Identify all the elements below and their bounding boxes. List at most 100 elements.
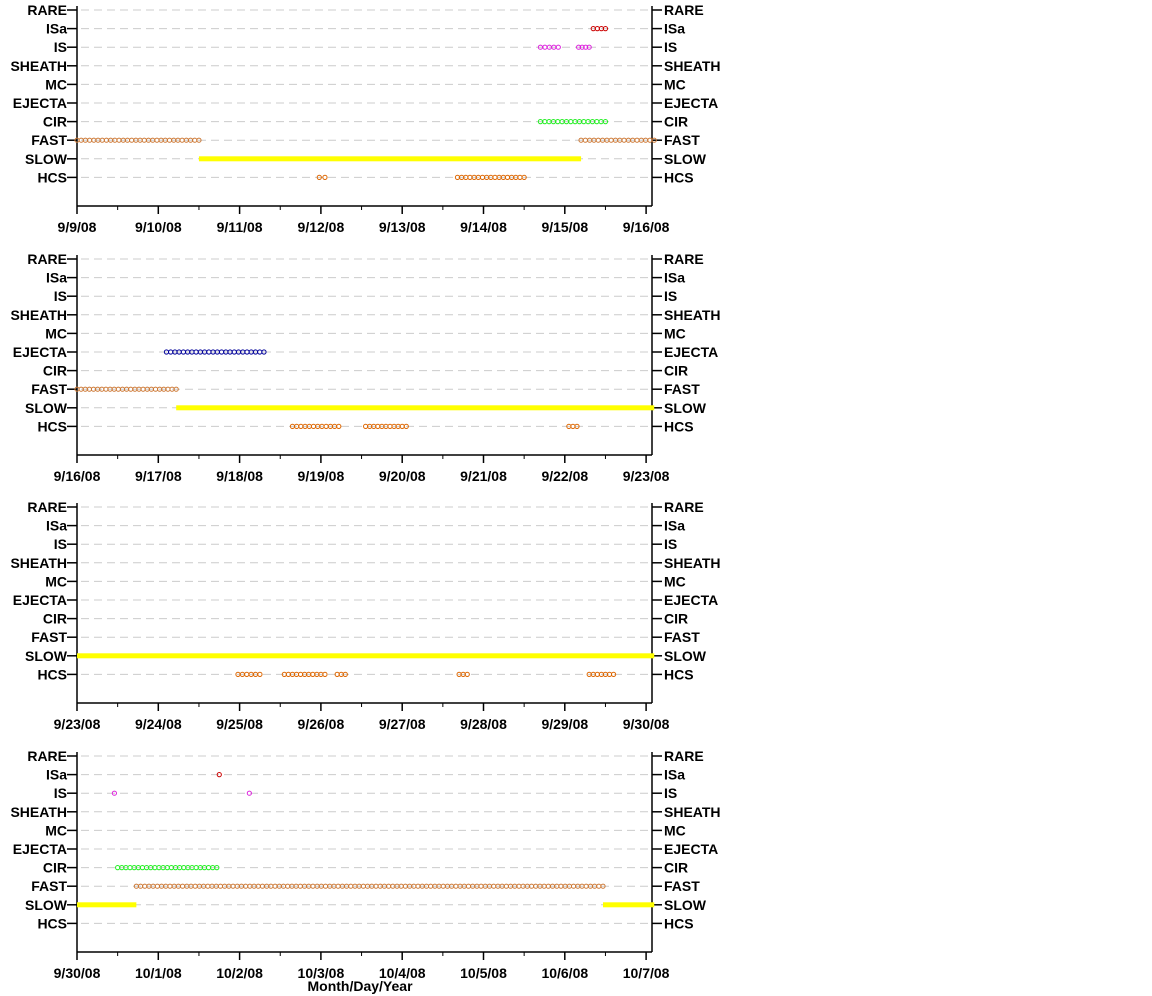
x-tick-label: 9/13/08 [379, 219, 426, 235]
marker-point [440, 883, 446, 889]
y-label-right-hcs: HCS [664, 169, 694, 185]
y-label-right-rare: RARE [664, 499, 704, 515]
y-label-right-hcs: HCS [664, 418, 694, 434]
y-label-left-cir: CIR [43, 860, 67, 876]
marker-point [115, 865, 121, 871]
chart-panel-2: RARE RARE ISa ISa IS IS SHEATH SHEATH MC MC EJECTA… [10, 251, 720, 484]
x-tick-label: 9/10/08 [135, 219, 182, 235]
y-label-left-fast: FAST [31, 878, 67, 894]
y-label-right-cir: CIR [664, 860, 688, 876]
y-label-right-is: IS [664, 536, 677, 552]
marker-point [193, 865, 199, 871]
marker-point [166, 137, 173, 143]
y-label-left-cir: CIR [43, 114, 67, 130]
marker-point [111, 790, 117, 796]
y-label-left-hcs: HCS [37, 418, 67, 434]
y-label-left-sheath: SHEATH [10, 555, 67, 571]
x-tick-label: 10/6/08 [541, 965, 588, 981]
marker-point [479, 174, 486, 180]
interval-is [576, 44, 592, 50]
interval-isa [590, 26, 609, 32]
x-tick-label: 9/12/08 [298, 219, 345, 235]
y-label-right-ejecta: EJECTA [664, 95, 718, 111]
marker-point [196, 137, 202, 143]
y-label-left-isa: ISa [46, 518, 67, 534]
marker-point [257, 349, 263, 355]
x-tick-label: 10/2/08 [216, 965, 263, 981]
marker-point [173, 386, 179, 392]
marker-point [244, 349, 250, 355]
y-label-left-ejecta: EJECTA [13, 592, 67, 608]
y-label-left-sheath: SHEATH [10, 307, 67, 323]
y-label-right-sheath: SHEATH [664, 555, 721, 571]
y-label-left-mc: MC [45, 822, 67, 838]
x-tick-label: 9/22/08 [541, 468, 588, 484]
marker-point [140, 386, 146, 392]
y-label-right-ejecta: EJECTA [664, 344, 718, 360]
marker-point [634, 137, 640, 143]
y-label-left-isa: ISa [46, 270, 67, 286]
y-label-right-fast: FAST [664, 629, 700, 645]
y-label-left-fast: FAST [31, 381, 67, 397]
y-label-left-is: IS [54, 39, 67, 55]
y-label-left-mc: MC [45, 76, 67, 92]
y-label-right-isa: ISa [664, 767, 685, 783]
marker-point [167, 883, 173, 889]
x-tick-label: 9/30/08 [54, 965, 101, 981]
x-tick-label: 9/24/08 [135, 716, 182, 732]
y-label-right-cir: CIR [664, 363, 688, 379]
y-label-right-is: IS [664, 39, 677, 55]
marker-point [244, 671, 250, 678]
x-tick-label: 9/23/08 [623, 468, 670, 484]
chart-panel-4: RARE RARE ISa ISa IS IS SHEATH SHEATH MC MC EJECTA… [10, 748, 720, 981]
marker-point [348, 883, 354, 889]
y-label-right-ejecta: EJECTA [664, 592, 718, 608]
y-label-right-slow: SLOW [664, 151, 707, 167]
marker-point [154, 137, 160, 143]
y-label-right-sheath: SHEATH [664, 307, 721, 323]
y-label-left-hcs: HCS [37, 169, 67, 185]
y-label-left-sheath: SHEATH [10, 58, 67, 74]
interval-hcs [586, 671, 617, 678]
x-tick-label: 9/11/08 [217, 219, 263, 235]
x-tick-label: 10/1/08 [135, 965, 182, 981]
marker-point [586, 44, 592, 50]
interval-hcs [566, 423, 580, 429]
marker-point [335, 883, 341, 889]
marker-point [193, 349, 199, 355]
y-label-left-fast: FAST [31, 132, 67, 148]
interval-is [246, 790, 252, 796]
y-label-right-hcs: HCS [664, 915, 694, 931]
marker-point [582, 137, 588, 143]
y-label-left-rare: RARE [27, 2, 67, 18]
marker-point [492, 174, 498, 180]
y-label-right-slow: SLOW [664, 897, 707, 913]
y-label-right-ejecta: EJECTA [664, 841, 718, 857]
y-label-left-hcs: HCS [37, 915, 67, 931]
x-tick-label: 9/21/08 [460, 468, 507, 484]
x-tick-label: 9/26/08 [298, 716, 345, 732]
interval-isa [216, 772, 222, 778]
y-label-left-rare: RARE [27, 251, 67, 267]
marker-point [576, 44, 582, 50]
y-label-right-is: IS [664, 785, 677, 801]
y-label-right-fast: FAST [664, 878, 700, 894]
x-tick-label: 9/27/08 [379, 716, 426, 732]
x-tick-label: 9/30/08 [623, 716, 670, 732]
marker-point [154, 883, 160, 889]
marker-point [316, 174, 322, 180]
y-label-left-slow: SLOW [25, 897, 68, 913]
y-label-right-mc: MC [664, 573, 686, 589]
interval-hcs [281, 671, 328, 678]
y-label-left-fast: FAST [31, 629, 67, 645]
y-label-right-rare: RARE [664, 251, 704, 267]
marker-point [205, 883, 211, 889]
y-label-right-sheath: SHEATH [664, 804, 721, 820]
y-label-left-slow: SLOW [25, 648, 68, 664]
marker-point [206, 349, 212, 355]
x-tick-label: 10/5/08 [460, 965, 507, 981]
y-label-left-cir: CIR [43, 611, 67, 627]
y-label-right-mc: MC [664, 325, 686, 341]
x-tick-label: 9/20/08 [379, 468, 426, 484]
